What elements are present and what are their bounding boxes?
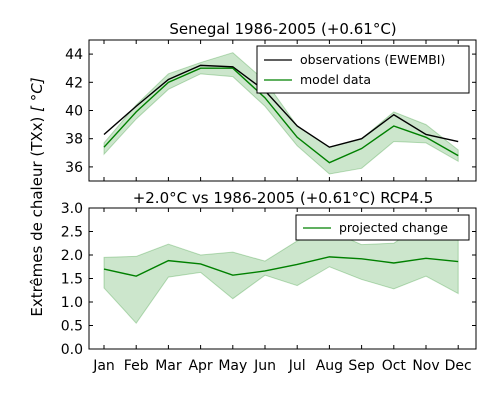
bottom-ytick-label: 2.0 [61, 248, 83, 264]
x-tick-label: Dec [445, 358, 472, 374]
bottom-range-band [103, 220, 459, 324]
top-lines-layer [103, 64, 459, 164]
y-axis-label-text: Extrêmes de chaleur (TXx) [28, 112, 46, 317]
x-tick-label: Mar [155, 358, 182, 374]
x-tick-label: Feb [124, 358, 149, 374]
top-legend-box [256, 45, 470, 94]
bottom-range-layer [103, 220, 459, 324]
x-tick-label: Apr [188, 358, 212, 374]
projected-change-line [103, 256, 459, 277]
legend-observations-label: observations (EWEMBI) [300, 52, 445, 67]
x-tick-label: Jan [92, 358, 115, 374]
bottom-ytick-label: 0.5 [61, 319, 83, 335]
top-ytick-label: 36 [65, 160, 83, 176]
x-tick-label: Aug [316, 358, 343, 374]
observations-line [103, 64, 459, 148]
top-ytick-label: 38 [65, 132, 83, 148]
bottom-ticks-layer: 0.0 0.5 1.0 1.5 2.0 2.5 3.0 [61, 201, 476, 358]
bottom-ytick-label: 1.0 [61, 295, 83, 311]
bottom-ytick-label: 0.0 [61, 342, 83, 358]
y-axis-label: Extrêmes de chaleur (TXx) [ °C] [28, 77, 46, 316]
x-tick-label: Nov [412, 358, 439, 374]
x-tick-labels: Jan Feb Mar Apr May Jun Jul Aug Sep Oct Nov Dec [92, 358, 472, 374]
legend-projected-label: projected change [339, 220, 448, 235]
top-ytick-label: 44 [65, 47, 83, 63]
top-chart-title: Senegal 1986-2005 (+0.61°C) [169, 20, 396, 38]
bottom-legend-box [295, 214, 470, 241]
bottom-lines-layer [103, 256, 459, 277]
top-legend: observations (EWEMBI) model data [256, 45, 470, 94]
bottom-ytick-label: 2.5 [61, 225, 83, 241]
bottom-legend: projected change [295, 214, 470, 241]
legend-model-label: model data [300, 72, 371, 87]
top-ytick-label: 40 [65, 104, 83, 120]
bottom-panel: +2.0°C vs 1986-2005 (+0.61°C) RCP4.5 0.0… [61, 189, 477, 358]
x-tick-label: Jul [288, 358, 306, 374]
bottom-ytick-label: 3.0 [61, 201, 83, 217]
bottom-chart-title: +2.0°C vs 1986-2005 (+0.61°C) RCP4.5 [133, 189, 434, 207]
bottom-ytick-label: 1.5 [61, 272, 83, 288]
top-panel: Senegal 1986-2005 (+0.61°C) 36 38 40 42 44 o… [65, 20, 477, 182]
y-axis-label-unit: [ °C] [28, 77, 46, 112]
x-tick-label: Jun [253, 358, 276, 374]
model-line [103, 67, 459, 164]
top-ytick-label: 42 [65, 75, 83, 91]
top-ticks-layer: 36 38 40 42 44 [65, 40, 476, 181]
x-tick-label: Oct [382, 358, 407, 374]
x-tick-label: May [218, 358, 247, 374]
x-tick-label: Sep [348, 358, 375, 374]
